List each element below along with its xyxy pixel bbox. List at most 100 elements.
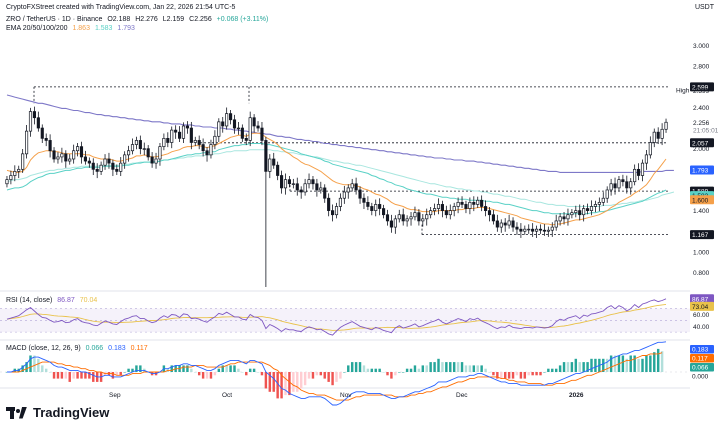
candle-up — [162, 138, 166, 147]
candle-up — [350, 183, 354, 189]
price-tag-1167-bg — [690, 230, 714, 240]
price-countdown: 21:05:01 — [693, 127, 719, 134]
macd-histogram-bar — [197, 372, 201, 376]
macd-histogram-bar — [578, 362, 581, 372]
macd-histogram-bar — [609, 355, 613, 372]
candle-up — [409, 216, 413, 220]
macd-histogram-bar — [296, 372, 299, 392]
candle-up — [193, 140, 197, 143]
candle-up — [154, 158, 158, 164]
candle-up — [56, 156, 60, 160]
macd-histogram-bar — [182, 365, 185, 372]
candle-down — [440, 204, 444, 211]
price-tag-ema20: 1.600 — [692, 197, 709, 204]
candle-down — [542, 229, 546, 232]
ema-legend[interactable]: EMA 20/50/100/200 1.863 1.583 1.793 — [6, 24, 138, 33]
macd-hist-value: 0.066 — [85, 345, 104, 352]
candle-up — [648, 142, 652, 156]
time-tick-label: Oct — [222, 392, 232, 399]
macd-histogram-bar — [311, 372, 315, 379]
macd-histogram-bar — [284, 372, 287, 396]
macd-histogram-bar — [464, 365, 468, 372]
macd-histogram-bar — [194, 372, 197, 373]
candle-up — [629, 181, 633, 189]
tradingview-mark-icon — [6, 406, 28, 419]
macd-histogram-bar — [201, 372, 205, 379]
macd-histogram-bar — [582, 362, 585, 372]
ema200-line — [6, 94, 674, 173]
macd-histogram-bar — [649, 355, 652, 372]
candle-down — [519, 228, 523, 232]
macd-histogram-bar — [409, 368, 413, 372]
price-tick-label: 2.000 — [693, 146, 710, 153]
macd-legend[interactable]: MACD (close, 12, 26, 9) 0.066 0.183 0.11… — [6, 344, 151, 353]
currency-label: USDT — [694, 4, 714, 11]
candle-up — [72, 150, 76, 160]
macd-histogram-bar — [288, 372, 291, 396]
candle-down — [272, 158, 276, 166]
ema-label[interactable]: EMA 20/50/100/200 — [6, 25, 68, 32]
rsi-value: 86.87 — [57, 297, 75, 304]
candle-up — [334, 206, 339, 216]
candle-up — [213, 135, 217, 145]
candle-down — [244, 138, 248, 141]
macd-histogram-bar — [268, 372, 272, 392]
macd-histogram-bar — [558, 365, 562, 372]
macd-histogram-bar — [115, 372, 119, 376]
rsi-label[interactable]: RSI (14, close) — [6, 297, 53, 304]
ema100-line — [6, 149, 675, 207]
candle-up — [605, 189, 609, 199]
macd-histogram-bar — [476, 365, 479, 372]
candle-up — [338, 197, 342, 207]
macd-histogram-bar — [527, 372, 530, 376]
candle-down — [52, 150, 56, 160]
symbol-legend[interactable]: ZRO / TetherUS · 1D · Binance O2.188 H2.… — [6, 15, 271, 24]
high-label: High — [676, 87, 690, 94]
macd-histogram-bar — [594, 358, 597, 372]
macd-histogram-bar — [299, 372, 303, 389]
candle-down — [232, 119, 237, 129]
candle-down — [362, 197, 366, 203]
macd-histogram-bar — [660, 351, 664, 372]
symbol-name[interactable]: ZRO / TetherUS · 1D · Binance — [6, 16, 103, 23]
macd-histogram-bar — [276, 372, 279, 399]
time-axis[interactable]: Sep Oct Nov Dec 2026 — [109, 392, 584, 399]
rsi-ma-tag-bg — [690, 301, 714, 311]
macd-histogram-bar — [394, 372, 397, 376]
rsi-ma-line — [6, 303, 667, 331]
macd-histogram-bar — [621, 355, 625, 372]
macd-histogram-bar — [119, 372, 122, 376]
candle-down — [491, 214, 495, 222]
macd-histogram-bar — [590, 358, 593, 372]
rsi-legend[interactable]: RSI (14, close) 86.87 70.04 — [6, 296, 100, 305]
candle-down — [299, 189, 303, 193]
macd-histogram-bar — [554, 368, 558, 372]
macd-histogram-bar — [633, 355, 636, 372]
macd-histogram-bar — [21, 365, 24, 372]
macd-histogram-bar — [272, 372, 275, 392]
candle-up — [546, 229, 550, 232]
macd-histogram-bar — [480, 365, 483, 372]
macd-histogram-bar — [127, 368, 130, 372]
candle-up — [609, 183, 613, 191]
macd-histogram-bar — [645, 355, 648, 372]
candle-down — [472, 201, 476, 205]
candle-up — [291, 183, 295, 185]
rsi-tag-bg — [690, 294, 714, 304]
candle-up — [660, 128, 664, 139]
macd-histogram-bar — [656, 348, 660, 372]
candle-up — [597, 201, 601, 205]
price-axis[interactable]: 3.000 2.800 2.400 2.000 1.400 1.000 0.800 2.599… — [676, 43, 719, 381]
candle-down — [264, 140, 268, 172]
candle-up — [558, 216, 562, 222]
price-tick-label: 2.400 — [693, 105, 710, 112]
tradingview-logo[interactable]: TradingView — [6, 405, 109, 420]
macd-histogram-bar — [229, 365, 232, 372]
candle-down — [354, 183, 358, 191]
macd-tag-bg — [690, 345, 714, 354]
macd-histogram-bar — [84, 372, 87, 379]
candle-up — [268, 158, 272, 172]
macd-label[interactable]: MACD (close, 12, 26, 9) — [6, 345, 81, 352]
candle-up — [468, 201, 472, 209]
